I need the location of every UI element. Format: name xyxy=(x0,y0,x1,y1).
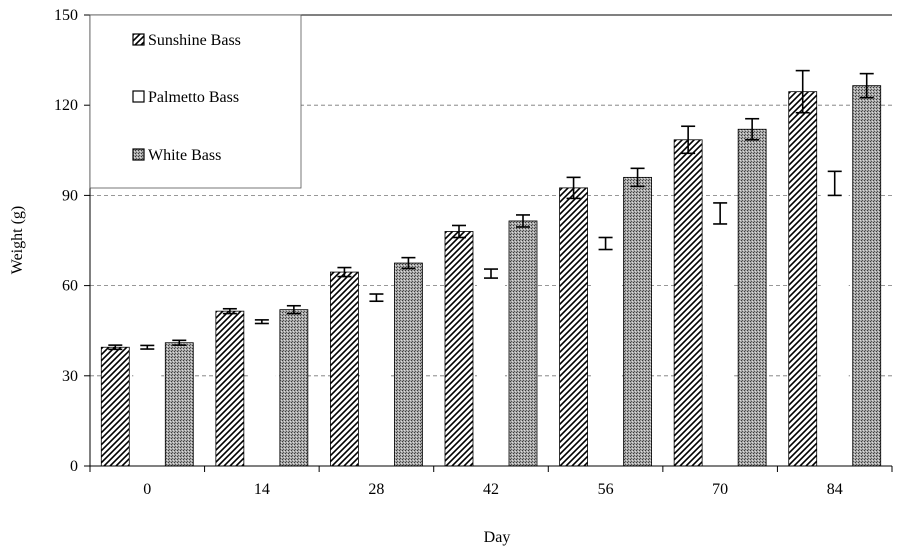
legend-box xyxy=(89,14,302,189)
bar xyxy=(362,297,391,466)
x-axis-title: Day xyxy=(484,529,511,546)
x-tick-label: 28 xyxy=(368,481,384,498)
bar xyxy=(852,85,882,467)
error-bars xyxy=(108,69,874,351)
error-bar xyxy=(108,344,123,351)
bar xyxy=(444,231,474,467)
y-tick-label: 90 xyxy=(62,187,78,204)
error-bar xyxy=(630,167,645,188)
bar xyxy=(164,342,194,467)
bar xyxy=(623,176,652,467)
bar xyxy=(508,220,538,467)
error-bar xyxy=(172,339,187,346)
error-bar xyxy=(401,256,416,270)
bars xyxy=(100,85,882,467)
x-tick-label: 70 xyxy=(712,481,728,498)
y-tick-label: 150 xyxy=(54,7,78,24)
legend-label: Palmetto Bass xyxy=(148,89,239,106)
legend-item: White Bass xyxy=(132,147,221,164)
legend: Sunshine Bass Palmetto Bass White Bass xyxy=(89,14,302,189)
error-bar xyxy=(484,268,498,279)
bar xyxy=(673,139,703,467)
y-tick-label: 30 xyxy=(62,368,78,385)
bar xyxy=(394,262,423,467)
x-tick-label: 84 xyxy=(827,481,843,498)
y-tick-label: 120 xyxy=(54,97,78,114)
bar xyxy=(133,347,162,466)
legend-swatch xyxy=(132,90,145,103)
error-bar xyxy=(222,307,237,315)
bar xyxy=(559,187,588,467)
error-bar xyxy=(795,69,810,114)
legend-swatch xyxy=(132,33,145,46)
x-tick-label: 42 xyxy=(483,481,499,498)
error-bar xyxy=(369,293,384,303)
tick-labels: 0 30 60 90 120 150 0 14 28 42 56 70 84 xyxy=(54,7,843,498)
bar xyxy=(330,271,359,467)
bar xyxy=(279,309,309,467)
error-bar xyxy=(745,117,760,141)
error-bar xyxy=(254,319,269,325)
error-bar xyxy=(452,224,466,239)
error-bar xyxy=(286,304,301,315)
error-bar xyxy=(516,214,530,228)
y-tick-label: 60 xyxy=(62,278,78,295)
legend-item: Palmetto Bass xyxy=(132,89,239,106)
bar xyxy=(477,273,505,466)
error-bar xyxy=(598,236,613,251)
error-bar xyxy=(566,176,581,200)
x-tick-label: 0 xyxy=(143,481,151,498)
bar xyxy=(247,321,276,466)
bar xyxy=(215,310,245,467)
x-tick-label: 56 xyxy=(598,481,614,498)
legend-label: White Bass xyxy=(148,147,221,164)
legend-swatch xyxy=(132,148,145,161)
error-bar xyxy=(140,344,155,350)
legend-label: Sunshine Bass xyxy=(148,32,241,49)
error-bar xyxy=(681,125,696,155)
bar xyxy=(100,346,130,467)
error-bar xyxy=(713,202,728,225)
legend-item: Sunshine Bass xyxy=(132,32,241,49)
bar xyxy=(820,183,849,466)
bar xyxy=(737,128,767,467)
bar xyxy=(706,213,735,466)
x-tick-label: 14 xyxy=(254,481,270,498)
error-bar xyxy=(859,72,874,99)
error-bar xyxy=(827,170,842,197)
y-tick-label: 0 xyxy=(70,458,78,475)
y-axis-title: Weight (g) xyxy=(9,206,26,274)
error-bar xyxy=(337,266,352,278)
bar xyxy=(591,243,620,466)
bar xyxy=(788,91,818,467)
